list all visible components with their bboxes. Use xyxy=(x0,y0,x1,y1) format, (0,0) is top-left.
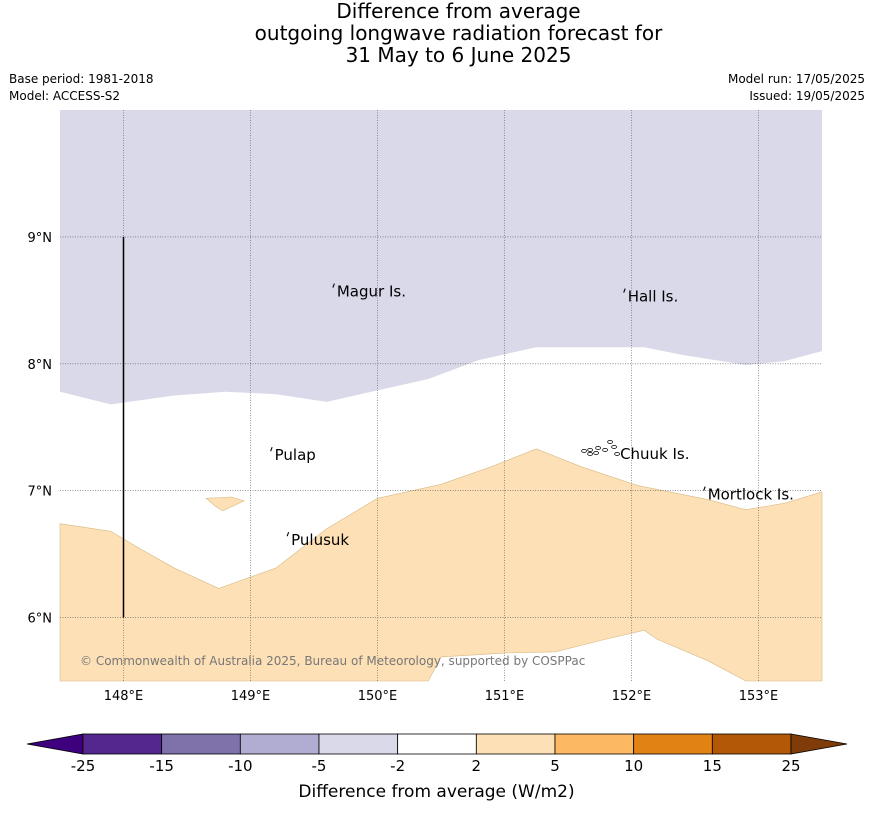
hall-label: Hall Is. xyxy=(628,288,679,306)
chuuk-label: Chuuk Is. xyxy=(620,445,689,463)
hall-island-mark xyxy=(623,288,626,293)
title-line-2: outgoing longwave radiation forecast for xyxy=(254,21,663,45)
model-text: Model: ACCESS-S2 xyxy=(9,89,121,103)
colorbar-tick-label: -5 xyxy=(312,757,327,775)
mortlock-island-mark xyxy=(703,486,706,491)
colorbar-cell xyxy=(554,733,635,755)
colorbar-ticks: -25 -15 -10 -5 -2 2 5 10 15 25 xyxy=(71,757,801,775)
chuuk-atoll-shape xyxy=(581,439,620,456)
pulusuk-label: Pulusuk xyxy=(291,531,349,549)
mortlock-label: Mortlock Is. xyxy=(708,486,794,504)
graticule xyxy=(60,110,822,681)
anomaly-bands xyxy=(59,110,823,682)
chuuk-islet xyxy=(593,450,599,455)
colorbar-cell xyxy=(397,733,477,755)
colorbar-label: Difference from average (W/m2) xyxy=(298,782,575,802)
colorbar-tick-label: 10 xyxy=(624,757,643,775)
small-anomaly-patch xyxy=(205,496,245,512)
colorbar: -25 -15 -10 -5 -2 2 5 10 15 25 xyxy=(26,733,848,775)
forecast-map: Magur Is. Hall Is. Pulap Chuuk Is. Mortlock … xyxy=(28,110,823,704)
chuuk-islet xyxy=(587,451,593,456)
pulap-island-mark xyxy=(270,447,273,452)
colorbar-cells xyxy=(26,733,848,755)
colorbar-tick-label: -10 xyxy=(228,757,253,775)
chuuk-islet xyxy=(595,445,601,450)
colorbar-arrow-high xyxy=(790,733,848,755)
colorbar-arrow-low xyxy=(26,733,84,755)
magur-label: Magur Is. xyxy=(337,283,406,301)
colorbar-cell xyxy=(318,733,399,755)
lon-tick-label: 153°E xyxy=(739,689,779,704)
colorbar-cell xyxy=(239,733,320,755)
magur-island-mark xyxy=(332,283,335,288)
chuuk-islet xyxy=(611,444,617,449)
model-run-text: Model run: 17/05/2025 xyxy=(727,72,865,86)
lat-tick-label: 7°N xyxy=(28,485,53,500)
island-labels: Magur Is. Hall Is. Pulap Chuuk Is. Mortlock … xyxy=(270,283,794,549)
lon-tick-label: 151°E xyxy=(485,689,525,704)
colorbar-tick-label: -15 xyxy=(149,757,174,775)
lon-tick-label: 152°E xyxy=(612,689,652,704)
colorbar-tick-label: -2 xyxy=(390,757,405,775)
lon-tick-label: 150°E xyxy=(358,689,398,704)
chuuk-islet xyxy=(602,447,608,452)
pulusuk-island-mark xyxy=(286,532,290,537)
colorbar-cell xyxy=(711,733,792,755)
colorbar-tick-label: 2 xyxy=(472,757,482,775)
title-line-1: Difference from average xyxy=(336,0,581,23)
chuuk-islet xyxy=(587,447,593,452)
issued-text: Issued: 19/05/2025 xyxy=(749,89,865,103)
axis-tick-labels: 148°E 149°E 150°E 151°E 152°E 153°E 6°N 7°N 8°N 9… xyxy=(28,231,779,704)
chuuk-islet xyxy=(607,439,613,444)
chuuk-islet xyxy=(581,448,587,453)
base-period-text: Base period: 1981-2018 xyxy=(9,72,154,86)
colorbar-cell xyxy=(633,733,713,755)
lat-tick-label: 9°N xyxy=(28,231,53,246)
map-title: Difference from average outgoing longwav… xyxy=(0,0,873,66)
colorbar-cell xyxy=(475,733,556,755)
lat-tick-label: 8°N xyxy=(28,358,53,373)
metadata-right: Model run: 17/05/2025 Issued: 19/05/2025 xyxy=(728,71,865,105)
colorbar-tick-label: 15 xyxy=(703,757,722,775)
pulap-label: Pulap xyxy=(275,446,316,464)
colorbar-tick-label: 5 xyxy=(550,757,560,775)
title-line-3: 31 May to 6 June 2025 xyxy=(345,43,572,67)
colorbar-tick-label: 25 xyxy=(781,757,800,775)
lon-tick-label: 149°E xyxy=(231,689,271,704)
colorbar-cell xyxy=(82,733,163,755)
lon-tick-label: 148°E xyxy=(104,689,144,704)
copyright-text: © Commonwealth of Australia 2025, Bureau… xyxy=(80,654,585,668)
chuuk-islet xyxy=(614,451,620,456)
lat-tick-label: 6°N xyxy=(28,612,53,627)
metadata-left: Base period: 1981-2018 Model: ACCESS-S2 xyxy=(9,71,154,105)
colorbar-cell xyxy=(161,733,241,755)
colorbar-tick-label: -25 xyxy=(71,757,96,775)
